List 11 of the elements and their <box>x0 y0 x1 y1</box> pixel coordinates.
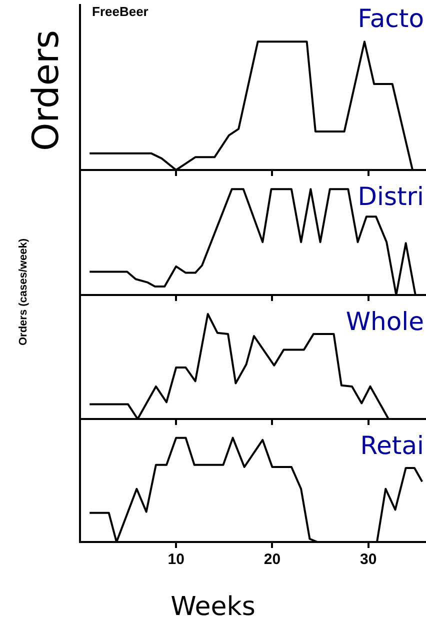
text: FreeBeer <box>92 4 148 19</box>
x-tick-label: 30 <box>360 551 377 568</box>
x-tick-label: 10 <box>168 551 184 568</box>
y-axis-title: Orders <box>26 30 68 152</box>
x-tick-label: 20 <box>264 551 281 568</box>
y-axis-title: Orders (cases/week) <box>18 238 30 346</box>
chart-title: Whole <box>346 307 424 336</box>
chart-title: Retai <box>360 431 424 460</box>
chart-title: Facto <box>358 4 424 33</box>
x-axis-title: Weeks <box>170 592 256 622</box>
chart-title: Distri <box>358 182 424 211</box>
